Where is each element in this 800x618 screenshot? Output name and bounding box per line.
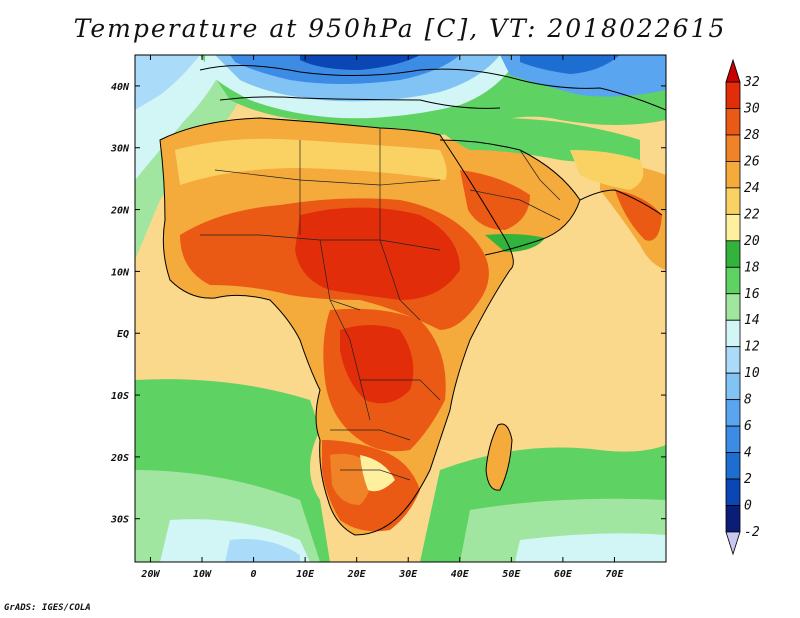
colorbar-label: 18 (744, 260, 760, 275)
colorbar-label: 12 (744, 340, 760, 355)
colorbar-box (725, 81, 741, 109)
colorbar-box (725, 399, 741, 427)
colorbar-box (725, 425, 741, 453)
x-tick-label: 70E (605, 569, 624, 580)
colorbar-box (725, 293, 741, 321)
colorbar-min-arrow (725, 531, 741, 556)
colorbar-label: 16 (744, 287, 760, 302)
colorbar-max-arrow (725, 58, 741, 83)
temperature-field (135, 55, 666, 562)
x-tick-label: 30E (398, 569, 418, 580)
colorbar-box (725, 266, 741, 295)
colorbar-label: 20 (744, 234, 760, 249)
y-tick-label: 30S (110, 515, 129, 526)
colorbar-label: 26 (744, 154, 760, 169)
y-tick-label: EQ (117, 329, 129, 340)
y-tick-label: 40N (111, 82, 130, 93)
colorbar-label: 0 (744, 499, 752, 514)
y-tick-label: 10S (111, 391, 129, 402)
colorbar-label: 28 (744, 128, 760, 143)
axis-ticks: 20W 10W 0 10E 20E 30E 40E 50E 60E 70E 40N 30N 20N 10N… (110, 55, 666, 580)
x-tick-label: 10W (193, 569, 212, 580)
colorbar-label: 10 (744, 366, 760, 381)
colorbar-box (725, 346, 741, 374)
y-tick-label: 20S (110, 453, 129, 464)
colorbar-box (725, 161, 741, 189)
colorbar-box (725, 372, 741, 401)
colorbar-label: 14 (744, 313, 760, 328)
colorbar-label: 22 (744, 207, 760, 222)
colorbar-box (725, 213, 741, 242)
credit-text: GrADS: IGES/COLA (4, 603, 91, 613)
x-tick-label: 40E (451, 569, 470, 580)
colorbar-box (725, 319, 741, 348)
chart-title: Temperature at 950hPa [C], VT: 201802261… (73, 14, 727, 43)
colorbar-box (725, 452, 741, 480)
colorbar-box (725, 505, 741, 533)
colorbar-label: 32 (743, 75, 760, 90)
x-tick-label: 0 (251, 569, 257, 580)
x-tick-label: 60E (554, 569, 573, 580)
y-tick-label: 30N (110, 144, 130, 155)
x-tick-label: 20W (140, 569, 160, 580)
madagascar (486, 424, 512, 491)
colorbar-box (725, 134, 741, 162)
colorbar-label: -2 (744, 525, 760, 540)
country-borders (200, 128, 561, 481)
plot-frame (134, 54, 667, 563)
coastlines (159, 64, 666, 536)
y-tick-label: 20N (110, 206, 130, 217)
colorbar-box (725, 240, 741, 268)
colorbar-label: 6 (744, 419, 752, 434)
colorbar-label: 30 (743, 101, 760, 116)
x-tick-label: 50E (502, 569, 521, 580)
colorbar-box (725, 478, 741, 506)
x-tick-label: 10E (296, 569, 315, 580)
colorbar-box (725, 108, 741, 136)
colorbar-label: 24 (744, 181, 760, 196)
colorbar-label: 4 (744, 446, 752, 461)
colorbar-label: 8 (744, 393, 752, 408)
colorbar-label: 2 (744, 472, 752, 487)
y-tick-label: 10N (111, 267, 130, 278)
x-tick-label: 20E (347, 569, 367, 580)
colorbar-box (725, 187, 741, 215)
